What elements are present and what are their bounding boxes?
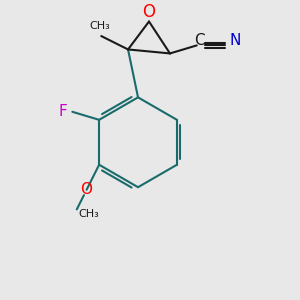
Text: F: F (59, 104, 68, 119)
Text: N: N (230, 33, 242, 48)
Text: CH₃: CH₃ (89, 21, 110, 31)
Text: O: O (81, 182, 93, 197)
Text: O: O (142, 2, 155, 20)
Text: C: C (194, 33, 205, 48)
Text: CH₃: CH₃ (79, 209, 100, 219)
